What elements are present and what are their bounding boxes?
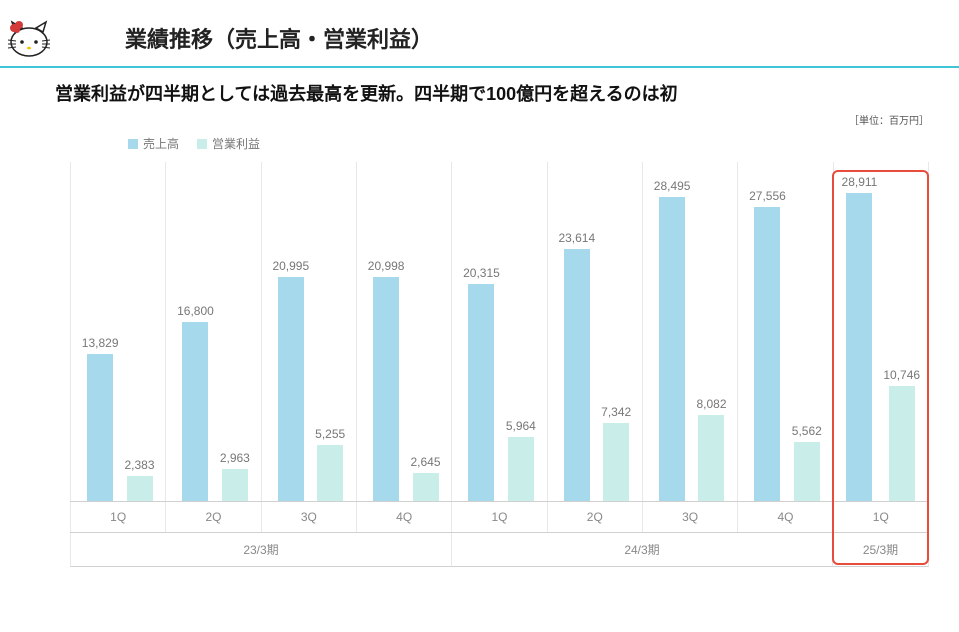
bar-col-profit: 8,082 [696, 162, 726, 501]
chart-plot-area: 13,8292,38316,8002,96320,9955,25520,9982… [70, 162, 929, 502]
x-axis-tick: 3Q [261, 502, 356, 532]
bar-group: 20,998 2,645 [356, 162, 451, 501]
bar-sales [278, 277, 304, 501]
bar-value-label: 28,911 [842, 175, 878, 189]
bar-group: 23,614 7,342 [547, 162, 642, 501]
bar-sales [468, 284, 494, 501]
bar-col-profit: 2,383 [125, 162, 155, 501]
legend-label-sales: 売上高 [143, 135, 179, 152]
bar-profit [413, 473, 439, 501]
bar-value-label: 23,614 [558, 231, 595, 245]
bar-col-sales: 27,556 [749, 162, 786, 501]
bar-group: 16,800 2,963 [165, 162, 260, 501]
bar-value-label: 13,829 [82, 336, 119, 350]
period-label: 25/3期 [832, 533, 929, 567]
x-axis-tick: 3Q [642, 502, 737, 532]
x-axis-quarters: 1Q2Q3Q4Q1Q2Q3Q4Q1Q [70, 502, 929, 533]
bar-value-label: 2,383 [125, 458, 155, 472]
bar-group: 20,995 5,255 [261, 162, 356, 501]
bar-group: 27,556 5,562 [737, 162, 832, 501]
bar-profit [508, 437, 534, 501]
bar-col-profit: 5,964 [506, 162, 536, 501]
bar-value-label: 7,342 [601, 405, 631, 419]
bar-sales [87, 354, 113, 502]
header-divider [0, 66, 959, 68]
page-title: 業績推移（売上高・営業利益） [125, 22, 433, 54]
x-axis-tick: 2Q [165, 502, 260, 532]
bar-col-profit: 7,342 [601, 162, 631, 501]
bar-sales [373, 277, 399, 501]
bar-profit [317, 445, 343, 501]
x-axis-tick: 4Q [356, 502, 451, 532]
x-axis-tick: 2Q [547, 502, 642, 532]
bar-sales [564, 249, 590, 501]
legend-item-profit: 営業利益 [197, 135, 260, 152]
chart: 13,8292,38316,8002,96320,9955,25520,9982… [70, 162, 929, 562]
bar-profit [698, 415, 724, 501]
x-axis-tick: 1Q [833, 502, 929, 532]
bar-value-label: 27,556 [749, 189, 786, 203]
legend-swatch-profit [197, 139, 207, 149]
bar-value-label: 5,964 [506, 419, 536, 433]
x-axis-tick: 1Q [451, 502, 546, 532]
bar-col-sales: 20,998 [368, 162, 405, 501]
bar-sales [754, 207, 780, 501]
bar-col-profit: 2,963 [220, 162, 250, 501]
bar-col-sales: 16,800 [177, 162, 214, 501]
bar-value-label: 5,255 [315, 427, 345, 441]
bar-profit [127, 476, 153, 501]
legend-label-profit: 営業利益 [212, 135, 260, 152]
x-axis-tick: 1Q [70, 502, 165, 532]
legend-item-sales: 売上高 [128, 135, 179, 152]
legend-swatch-sales [128, 139, 138, 149]
bar-group: 13,829 2,383 [70, 162, 165, 501]
bar-col-sales: 13,829 [82, 162, 119, 501]
x-axis-tick: 4Q [737, 502, 832, 532]
bar-col-sales: 20,315 [463, 162, 500, 501]
bar-group: 20,315 5,964 [451, 162, 546, 501]
bar-col-profit: 10,746 [883, 162, 920, 501]
bar-value-label: 20,998 [368, 259, 405, 273]
bar-sales [182, 322, 208, 501]
bar-col-sales: 28,911 [842, 162, 878, 501]
bar-value-label: 5,562 [792, 424, 822, 438]
bar-group: 28,911 10,746 [833, 162, 929, 501]
bar-col-profit: 2,645 [410, 162, 440, 501]
bar-col-sales: 23,614 [558, 162, 595, 501]
bar-sales [846, 193, 872, 501]
bar-sales [659, 197, 685, 501]
bar-col-profit: 5,255 [315, 162, 345, 501]
period-label: 24/3期 [451, 533, 832, 567]
bar-value-label: 8,082 [696, 397, 726, 411]
bar-value-label: 20,315 [463, 266, 500, 280]
header-row: 業績推移（売上高・営業利益） [0, 0, 959, 66]
bar-col-sales: 20,995 [272, 162, 309, 501]
page-subtitle: 営業利益が四半期としては過去最高を更新。四半期で100億円を超えるのは初 [55, 80, 959, 106]
x-axis-periods: 23/3期24/3期25/3期 [70, 533, 929, 567]
bar-profit [222, 469, 248, 501]
bar-value-label: 2,645 [410, 455, 440, 469]
unit-label: ［単位：百万円］ [0, 112, 929, 127]
bar-value-label: 20,995 [272, 259, 309, 273]
bar-col-sales: 28,495 [654, 162, 691, 501]
bar-value-label: 16,800 [177, 304, 214, 318]
bar-group: 28,495 8,082 [642, 162, 737, 501]
legend: 売上高 営業利益 [128, 135, 959, 152]
bar-value-label: 28,495 [654, 179, 691, 193]
period-label: 23/3期 [70, 533, 451, 567]
bar-value-label: 10,746 [883, 368, 920, 382]
bar-profit [794, 442, 820, 501]
bar-col-profit: 5,562 [792, 162, 822, 501]
bar-value-label: 2,963 [220, 451, 250, 465]
kitty-icon [2, 18, 50, 58]
bar-profit [889, 386, 915, 501]
bar-profit [603, 423, 629, 501]
